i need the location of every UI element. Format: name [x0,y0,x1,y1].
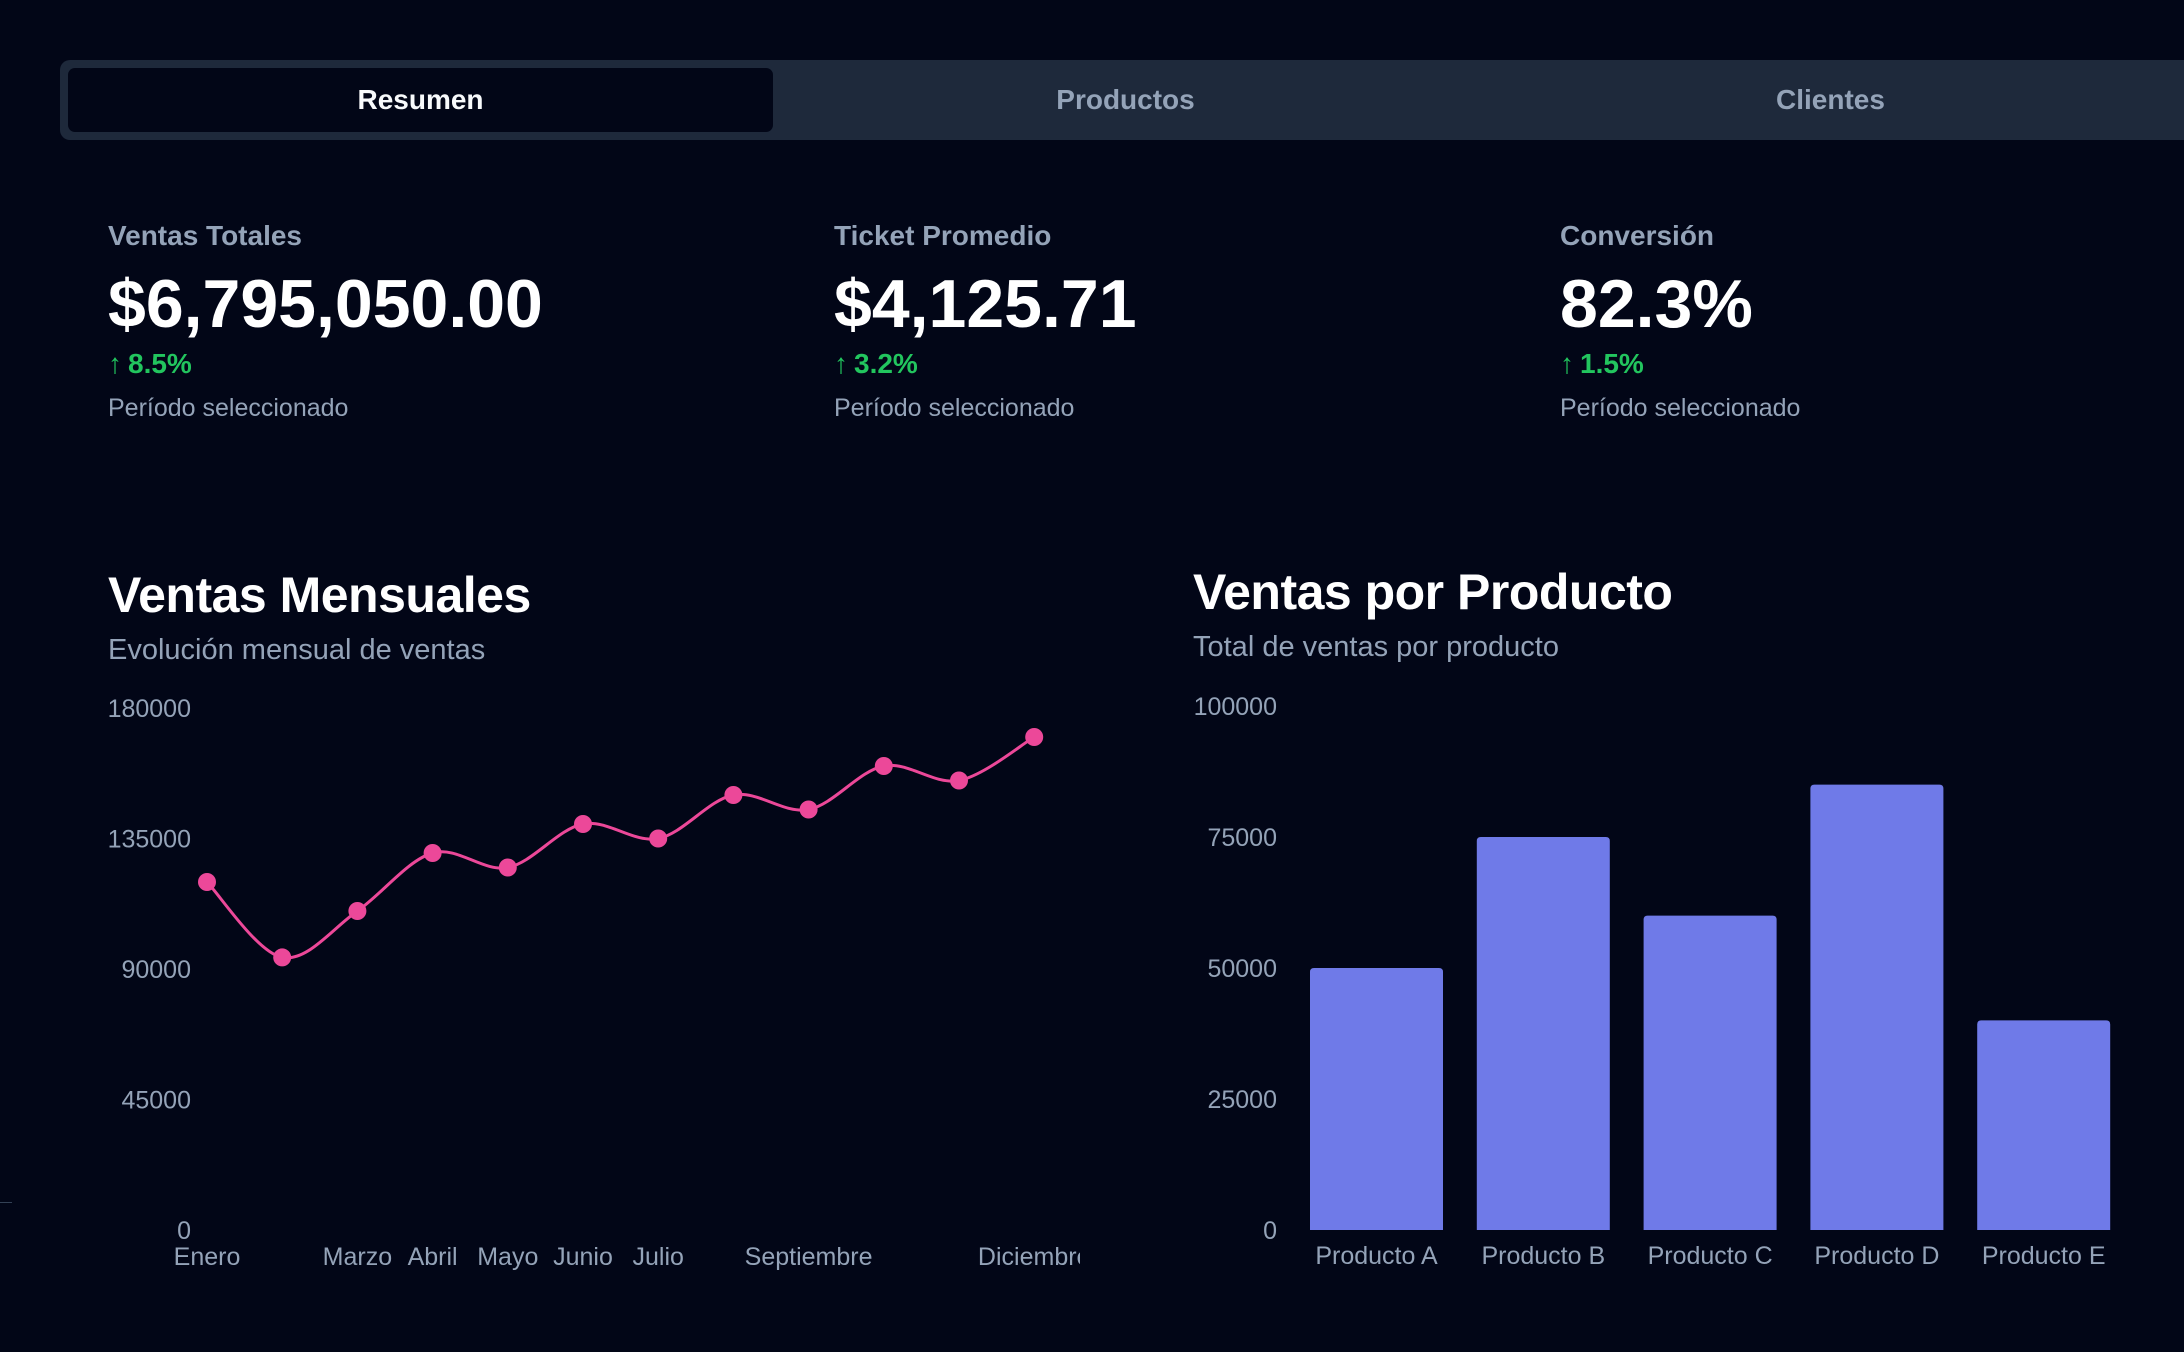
monthly-chart-subtitle: Evolución mensual de ventas [108,634,486,666]
product-sales-bar-chart: 0 25000 50000 75000 100000 Producto A Producto… [1194,693,2111,1270]
x-tick-label: Marzo [323,1243,392,1271]
kpi-delta: ↑ 1.5% [1560,348,1644,379]
series-line [205,735,1035,960]
y-tick-label: 100000 [1194,693,1277,721]
kpi-value: $6,795,050.00 [108,266,543,342]
x-tick-label: Enero [174,1243,241,1271]
x-tick-label: Producto B [1481,1242,1605,1270]
x-tick-label: Julio [632,1243,683,1271]
tab-resumen[interactable]: Resumen [68,68,773,132]
y-tick-label: 135000 [108,826,191,854]
data-point [874,757,893,775]
bar [1310,968,1443,1230]
y-tick-label: 180000 [108,695,191,723]
data-point [1025,728,1044,746]
data-point [724,786,743,804]
kpi-value: 82.3% [1560,266,1753,342]
bar [1810,784,1944,1230]
kpi-label: Conversión [1560,220,1715,251]
arrow-up-icon: ↑ [108,348,122,379]
edge-divider [0,1202,12,1203]
data-point [198,873,216,891]
data-point [950,771,968,790]
data-point [649,829,668,848]
data-point [348,902,367,920]
kpi-value: $4,125.71 [834,266,1137,342]
product-chart-title: Ventas por Producto [1193,564,1673,620]
bar [1643,915,1777,1230]
kpi-ticket-promedio: Ticket Promedio $4,125.71 ↑ 3.2% Período … [834,220,1137,423]
kpi-note: Período seleccionado [834,394,1075,422]
x-tick-label: Diciembre [978,1243,1080,1271]
y-tick-label: 90000 [121,956,191,984]
data-point [574,815,592,833]
x-tick-label: Abril [408,1243,458,1271]
data-point [799,800,818,819]
x-tick-label: Producto C [1648,1242,1773,1270]
tab-bar: Resumen Productos Clientes [60,60,2184,140]
kpi-conversion: Conversión 82.3% ↑ 1.5% Período seleccion… [1560,220,1800,423]
tab-clientes[interactable]: Clientes [1776,84,1885,115]
x-tick-label: Producto E [1982,1242,2106,1270]
y-tick-label: 75000 [1207,824,1277,852]
x-tick-label: Producto D [1814,1242,1939,1270]
arrow-up-icon: ↑ [1560,348,1574,379]
x-tick-label: Mayo [477,1243,538,1271]
bar [1476,837,1610,1230]
y-tick-label: 0 [1263,1217,1277,1245]
kpi-note: Período seleccionado [1560,394,1801,422]
kpi-note: Período seleccionado [108,394,349,422]
kpi-label: Ventas Totales [108,220,303,251]
kpi-delta: ↑ 8.5% [108,348,192,379]
monthly-chart-title: Ventas Mensuales [108,567,531,623]
y-tick-label: 25000 [1207,1086,1277,1114]
data-point [423,844,442,862]
data-point [498,858,517,877]
kpi-delta: ↑ 3.2% [834,348,918,379]
product-chart-subtitle: Total de ventas por producto [1193,631,1559,663]
y-tick-label: 50000 [1207,955,1277,983]
y-tick-label: 0 [177,1217,191,1245]
y-tick-label: 45000 [121,1087,191,1115]
x-tick-label: Septiembre [745,1243,873,1271]
bar [1977,1020,2111,1230]
arrow-up-icon: ↑ [834,348,848,379]
kpi-label: Ticket Promedio [834,220,1052,251]
kpi-ventas-totales: Ventas Totales $6,795,050.00 ↑ 8.5% Perío… [108,220,543,423]
x-tick-label: Junio [553,1243,613,1271]
x-tick-label: Producto A [1315,1242,1438,1270]
monthly-sales-line-chart: 0 45000 90000 135000 180000 Enero Marzo Abril Ma… [108,695,1080,1271]
tab-productos[interactable]: Productos [1056,84,1195,115]
data-point [273,948,292,967]
